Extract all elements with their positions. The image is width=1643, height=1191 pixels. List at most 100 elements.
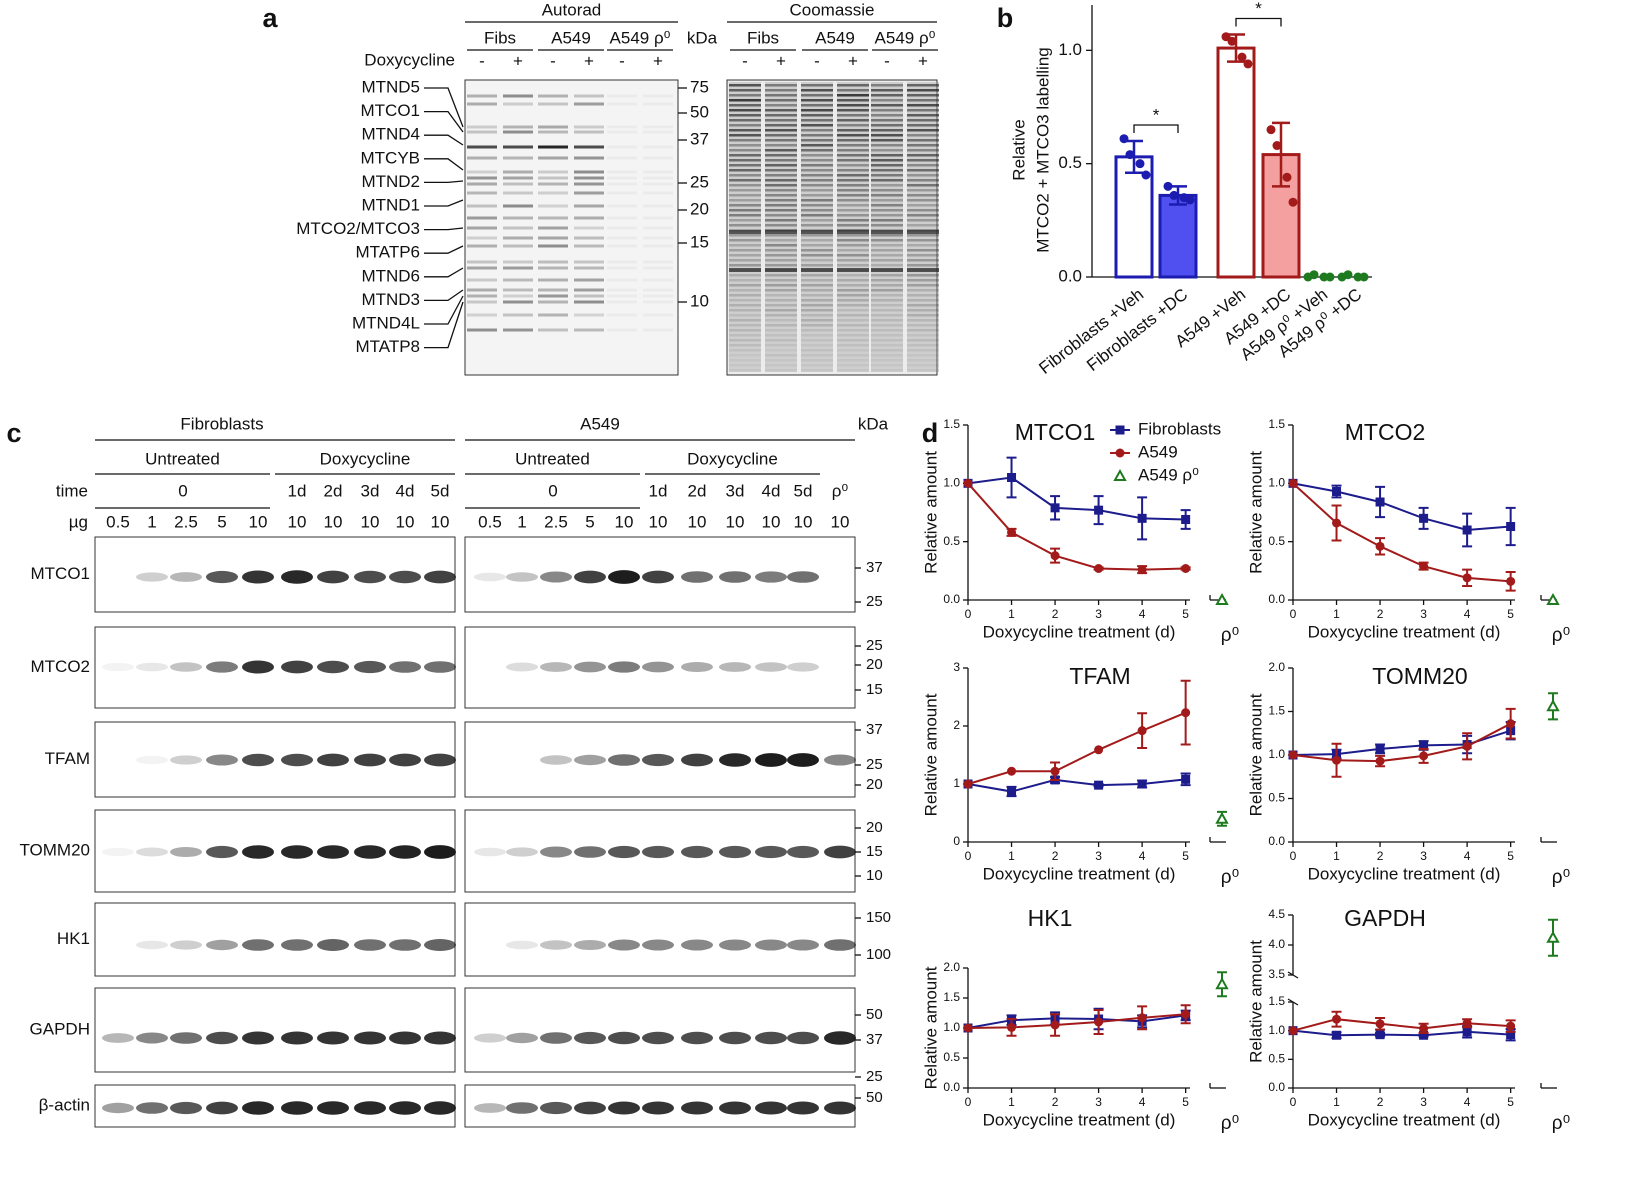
band xyxy=(242,939,274,951)
amount: 5 xyxy=(217,512,226,531)
band xyxy=(871,199,903,202)
marker xyxy=(1181,708,1191,718)
band xyxy=(765,364,797,367)
band xyxy=(871,219,903,222)
band xyxy=(503,216,533,220)
gel xyxy=(464,79,679,376)
marker xyxy=(1181,515,1191,524)
x-tick-label: 3 xyxy=(1095,607,1102,621)
band xyxy=(729,230,761,234)
band xyxy=(871,184,903,187)
marker xyxy=(1050,766,1060,776)
connector xyxy=(424,301,464,349)
band xyxy=(729,339,761,342)
marker xyxy=(1007,1022,1017,1032)
band xyxy=(503,176,533,180)
band xyxy=(729,109,761,112)
band xyxy=(837,124,869,127)
band xyxy=(317,845,349,859)
band xyxy=(765,254,797,257)
lane-group: A549 ρ⁰ xyxy=(875,28,936,47)
band xyxy=(837,284,869,287)
band xyxy=(719,571,751,583)
band xyxy=(538,260,568,264)
blot-label: HK1 xyxy=(57,929,90,948)
band xyxy=(801,89,833,92)
band xyxy=(907,284,939,287)
data-point xyxy=(1237,52,1247,62)
band xyxy=(729,209,761,212)
band xyxy=(540,1101,572,1115)
group-title: Untreated xyxy=(515,449,590,468)
y-axis-label: MTCO2 + MTCO3 labelling xyxy=(1033,47,1052,252)
marker xyxy=(1462,1027,1472,1037)
amount: 10 xyxy=(288,512,307,531)
band xyxy=(574,94,604,98)
band xyxy=(837,184,869,187)
band xyxy=(765,134,797,137)
band xyxy=(540,662,572,672)
band xyxy=(801,349,833,352)
time: 1d xyxy=(649,481,668,500)
x-axis-label: Doxycycline treatment (d) xyxy=(1308,1110,1501,1129)
band xyxy=(801,334,833,337)
amount: 5 xyxy=(585,512,594,531)
marker xyxy=(1332,1030,1342,1040)
band xyxy=(871,149,903,152)
x-tick-label: 3 xyxy=(1420,1095,1427,1109)
band xyxy=(574,754,606,766)
band xyxy=(574,145,604,149)
band xyxy=(467,191,497,195)
band xyxy=(607,313,637,317)
x-tick-label: 5 xyxy=(1182,1095,1189,1109)
band xyxy=(729,284,761,287)
band xyxy=(907,159,939,162)
band xyxy=(787,753,819,767)
band xyxy=(907,149,939,152)
group-title: Untreated xyxy=(145,449,220,468)
band xyxy=(801,134,833,137)
amount: 2.5 xyxy=(174,512,198,531)
line xyxy=(1292,482,1511,532)
band xyxy=(729,89,761,92)
band xyxy=(729,174,761,177)
band xyxy=(765,139,797,142)
band xyxy=(467,260,497,264)
marker xyxy=(1181,774,1191,784)
band xyxy=(503,236,533,240)
band xyxy=(907,309,939,312)
time: 4d xyxy=(762,481,781,500)
band xyxy=(871,179,903,182)
band xyxy=(907,139,939,142)
band xyxy=(574,278,604,282)
band xyxy=(871,264,903,267)
band xyxy=(837,169,869,172)
band xyxy=(837,199,869,202)
band xyxy=(837,334,869,337)
band xyxy=(136,572,168,582)
band xyxy=(837,329,869,332)
band xyxy=(608,845,640,859)
kda-label: 10 xyxy=(866,867,883,884)
band xyxy=(467,156,497,160)
band xyxy=(729,99,761,102)
band xyxy=(729,334,761,337)
band xyxy=(907,144,939,147)
band xyxy=(907,319,939,322)
time: 3d xyxy=(726,481,745,500)
data-point xyxy=(1169,190,1179,200)
annotation: * xyxy=(1255,0,1262,18)
connector xyxy=(424,110,464,133)
band xyxy=(907,169,939,172)
sign: - xyxy=(814,51,820,70)
band xyxy=(719,753,751,767)
band xyxy=(871,194,903,197)
band xyxy=(801,268,833,272)
x-tick-label: 5 xyxy=(1182,849,1189,863)
amount: 0.5 xyxy=(478,512,502,531)
band xyxy=(824,1031,856,1045)
y-tick-label: 2.0 xyxy=(943,960,960,974)
band xyxy=(317,660,349,674)
band xyxy=(136,1032,168,1044)
band xyxy=(354,1101,386,1115)
